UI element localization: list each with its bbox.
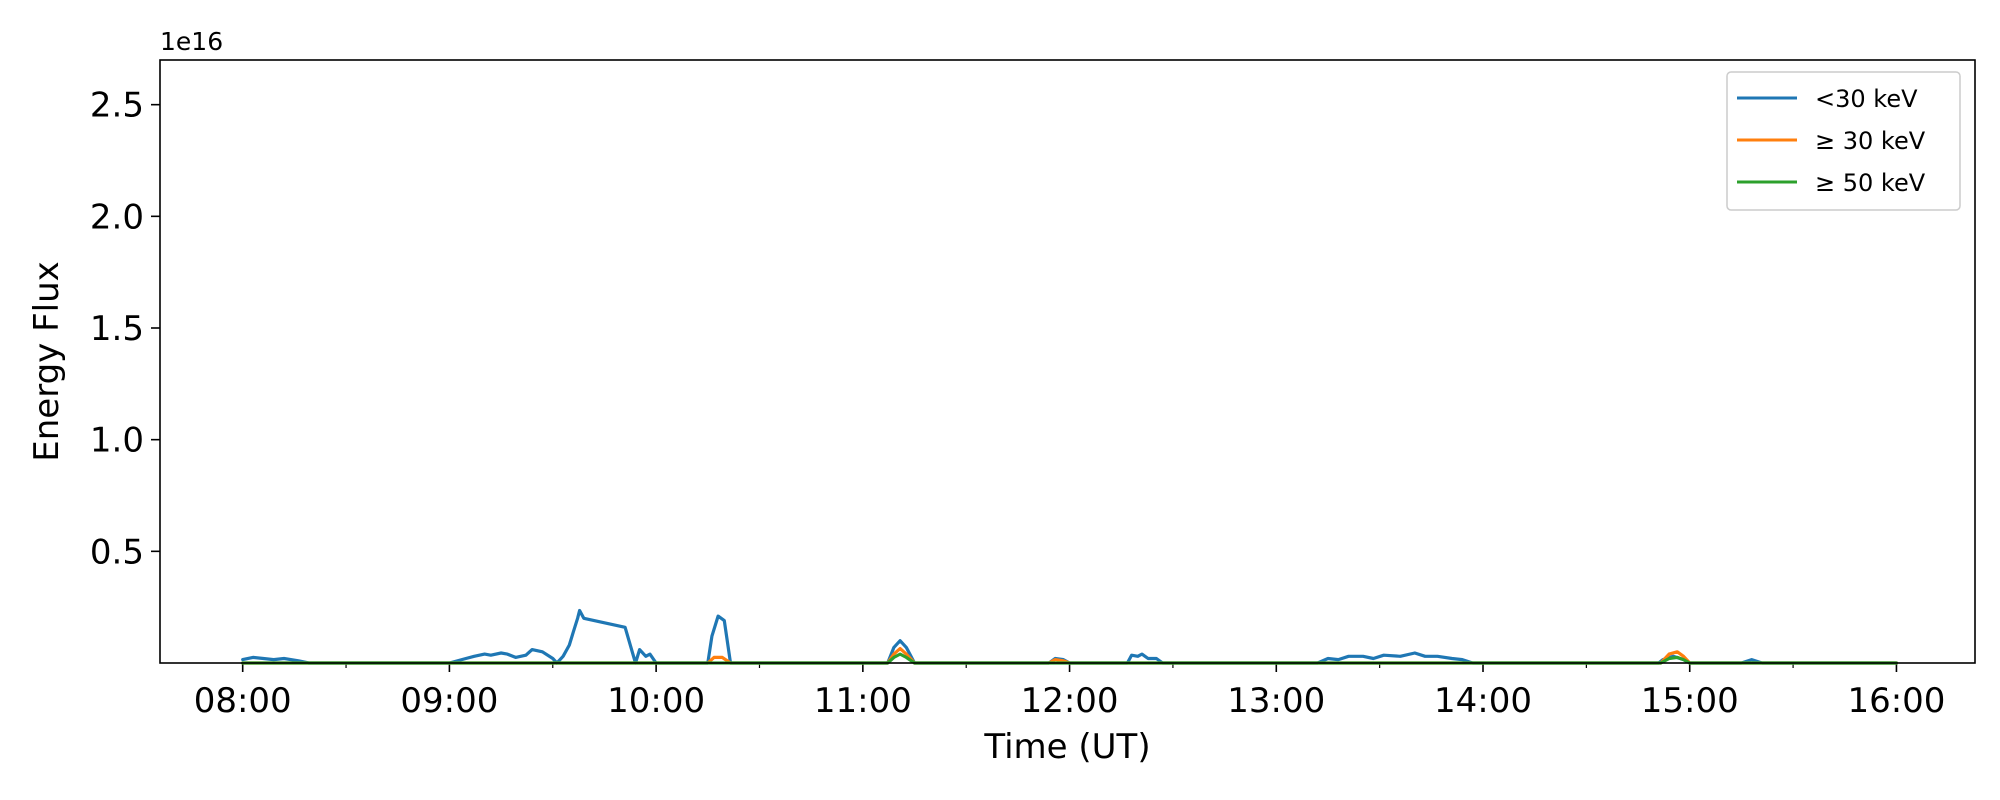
y-tick-label: 2.0 [90,197,144,237]
x-tick-label: 13:00 [1227,681,1325,721]
legend: <30 keV ≥ 30 keV ≥ 50 keV [1726,71,1961,211]
series-line-lt30 [241,608,1898,665]
legend-label-lt30: <30 keV [1815,85,1918,113]
legend-label-ge50: ≥ 50 keV [1815,169,1926,197]
y-tick-label: 1.5 [90,309,144,349]
x-axis-label: Time (UT) [983,727,1150,767]
y-axis-ticks: 0.5 1.0 1.5 2.0 2.5 [90,86,160,572]
plot-frame [159,59,1976,664]
y-tick-label: 1.0 [90,421,144,461]
x-axis-ticks: 08:00 09:00 10:00 11:00 12:00 13:00 14:00 15:00… [194,663,1945,721]
x-tick-label: 16:00 [1847,681,1945,721]
y-axis-offset-label: 1e16 [160,27,223,56]
x-tick-label: 12:00 [1021,681,1119,721]
y-axis-label: Energy Flux [27,261,67,462]
x-tick-label: 15:00 [1641,681,1739,721]
legend-entry-lt30: <30 keV [1737,85,1918,113]
x-tick-label: 14:00 [1434,681,1532,721]
legend-box [1726,71,1961,211]
legend-entry-ge30: ≥ 30 keV [1737,127,1926,155]
legend-entry-ge50: ≥ 50 keV [1737,169,1926,197]
legend-label-ge30: ≥ 30 keV [1815,127,1926,155]
x-tick-label: 08:00 [194,681,292,721]
y-tick-label: 2.5 [90,86,144,126]
x-tick-label: 10:00 [607,681,705,721]
x-tick-label: 09:00 [400,681,498,721]
y-tick-label: 0.5 [90,532,144,572]
x-tick-label: 11:00 [814,681,912,721]
